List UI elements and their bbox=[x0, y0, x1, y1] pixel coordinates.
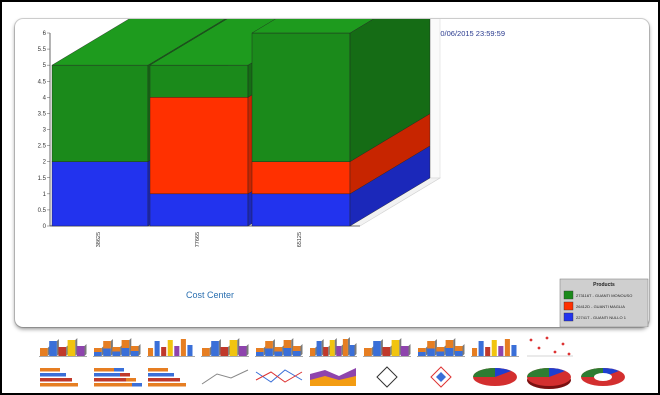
scatter-chart-button[interactable] bbox=[523, 334, 575, 360]
legend-swatch bbox=[563, 301, 574, 311]
bar-3d-perspective-icon bbox=[201, 338, 249, 357]
thin-bar-button[interactable] bbox=[469, 334, 521, 360]
horizontal-bar-2d-button[interactable] bbox=[145, 364, 197, 390]
x-tick-label: 65125 bbox=[297, 232, 303, 247]
stacked-bar-3d-icon bbox=[93, 338, 141, 357]
bar-segment-front bbox=[251, 161, 351, 195]
legend-swatch bbox=[563, 312, 574, 322]
radar-chart-button[interactable] bbox=[361, 364, 413, 390]
bar-chart-2d-icon bbox=[147, 339, 195, 357]
radar-chart-icon bbox=[376, 366, 398, 388]
y-tick-label: 5.5 bbox=[38, 47, 47, 53]
stacked-bar-3d-button[interactable] bbox=[91, 334, 143, 360]
y-tick-label: 2 bbox=[43, 160, 47, 166]
y-tick-label: 1 bbox=[43, 192, 47, 198]
pie-3d-chart-icon bbox=[527, 368, 571, 389]
line-chart-icon bbox=[201, 369, 249, 385]
stacked-cylinder-icon bbox=[417, 338, 465, 357]
stacked-bar-perspective-button[interactable] bbox=[253, 334, 305, 360]
area-chart-icon bbox=[310, 368, 356, 386]
scatter-chart-icon bbox=[527, 336, 573, 357]
y-tick-label: 0.5 bbox=[38, 208, 47, 214]
multi-line-chart-icon bbox=[255, 369, 303, 383]
y-tick-label: 3 bbox=[43, 128, 47, 134]
radar-filled-chart-button[interactable] bbox=[415, 364, 467, 390]
cylinder-bar-button[interactable] bbox=[361, 334, 413, 360]
legend-box bbox=[559, 278, 649, 327]
y-tick-label: 3.5 bbox=[38, 111, 47, 117]
stacked-bar-perspective-icon bbox=[255, 338, 303, 357]
bar-top-face bbox=[251, 19, 374, 34]
thin-bar-icon bbox=[471, 339, 519, 357]
bar-3d-perspective-button[interactable] bbox=[199, 334, 251, 360]
legend: Products 273116T - GUANTI MONOUSO 26412D … bbox=[559, 278, 649, 327]
bar-chart-3d-button[interactable] bbox=[37, 334, 89, 360]
pie-chart-icon bbox=[473, 368, 517, 386]
y-tick-label: 2.5 bbox=[38, 144, 47, 150]
bar-segment-front bbox=[149, 97, 249, 195]
legend-item-label: 22741T - GUANTI NULLO 1 bbox=[576, 315, 627, 320]
donut-chart-icon bbox=[581, 368, 625, 386]
y-tick-label: 4.5 bbox=[38, 79, 47, 85]
bar-top-face bbox=[51, 19, 226, 66]
chart-type-toolbar bbox=[37, 334, 637, 392]
cylinder-bar-icon bbox=[363, 338, 411, 357]
chart-svg: Withdrawals number -> Transaction Date: … bbox=[38, 19, 649, 327]
x-tick-label: 77665 bbox=[195, 232, 201, 247]
stacked-cylinder-button[interactable] bbox=[415, 334, 467, 360]
line-chart-button[interactable] bbox=[199, 364, 251, 390]
y-tick-label: 5 bbox=[43, 63, 47, 69]
bar-2d-perspective-icon bbox=[309, 337, 357, 357]
x-axis-label: Cost Center bbox=[186, 290, 234, 300]
bars bbox=[51, 19, 431, 227]
radar-filled-chart-icon bbox=[430, 366, 452, 388]
bar-segment-front bbox=[51, 161, 149, 227]
x-axis: 38625 77665 65125 bbox=[96, 232, 303, 247]
legend-item-label: 273116T - GUANTI MONOUSO bbox=[576, 293, 632, 298]
horizontal-stacked-bar-icon bbox=[94, 368, 142, 387]
bar-chart-2d-button[interactable] bbox=[145, 334, 197, 360]
bar-chart-3d-icon bbox=[39, 338, 87, 357]
bar-segment-side bbox=[349, 19, 431, 163]
legend-item-label: 26412D - GUANTI MAGLIA bbox=[576, 304, 625, 309]
bar-segment-front bbox=[251, 193, 351, 227]
area-chart-button[interactable] bbox=[307, 364, 359, 390]
legend-swatch bbox=[563, 290, 574, 300]
pie-3d-chart-button[interactable] bbox=[523, 364, 575, 390]
donut-chart-button[interactable] bbox=[577, 364, 629, 390]
y-tick-label: 0 bbox=[43, 224, 47, 230]
y-tick-label: 4 bbox=[43, 95, 47, 101]
chart-panel: Withdrawals number -> Transaction Date: … bbox=[15, 19, 649, 327]
pie-chart-button[interactable] bbox=[469, 364, 521, 390]
bar-segment-front bbox=[149, 64, 249, 98]
bar-segment-front bbox=[51, 64, 149, 162]
y-axis: 0 0.5 1 1.5 2 2.5 3 3.5 4 4.5 5 5.5 6 bbox=[38, 31, 50, 230]
x-tick-label: 38625 bbox=[96, 232, 102, 247]
horizontal-bar-button[interactable] bbox=[37, 364, 89, 390]
legend-title: Products bbox=[593, 282, 615, 288]
horizontal-bar-2d-icon bbox=[148, 368, 186, 387]
multi-line-chart-button[interactable] bbox=[253, 364, 305, 390]
bar-segment-front bbox=[149, 193, 249, 227]
horizontal-stacked-bar-button[interactable] bbox=[91, 364, 143, 390]
horizontal-bar-icon bbox=[40, 368, 78, 387]
y-tick-label: 6 bbox=[43, 31, 47, 37]
bar-segment-front bbox=[251, 32, 351, 162]
y-tick-label: 1.5 bbox=[38, 176, 47, 182]
bar-2d-perspective-button[interactable] bbox=[307, 334, 359, 360]
